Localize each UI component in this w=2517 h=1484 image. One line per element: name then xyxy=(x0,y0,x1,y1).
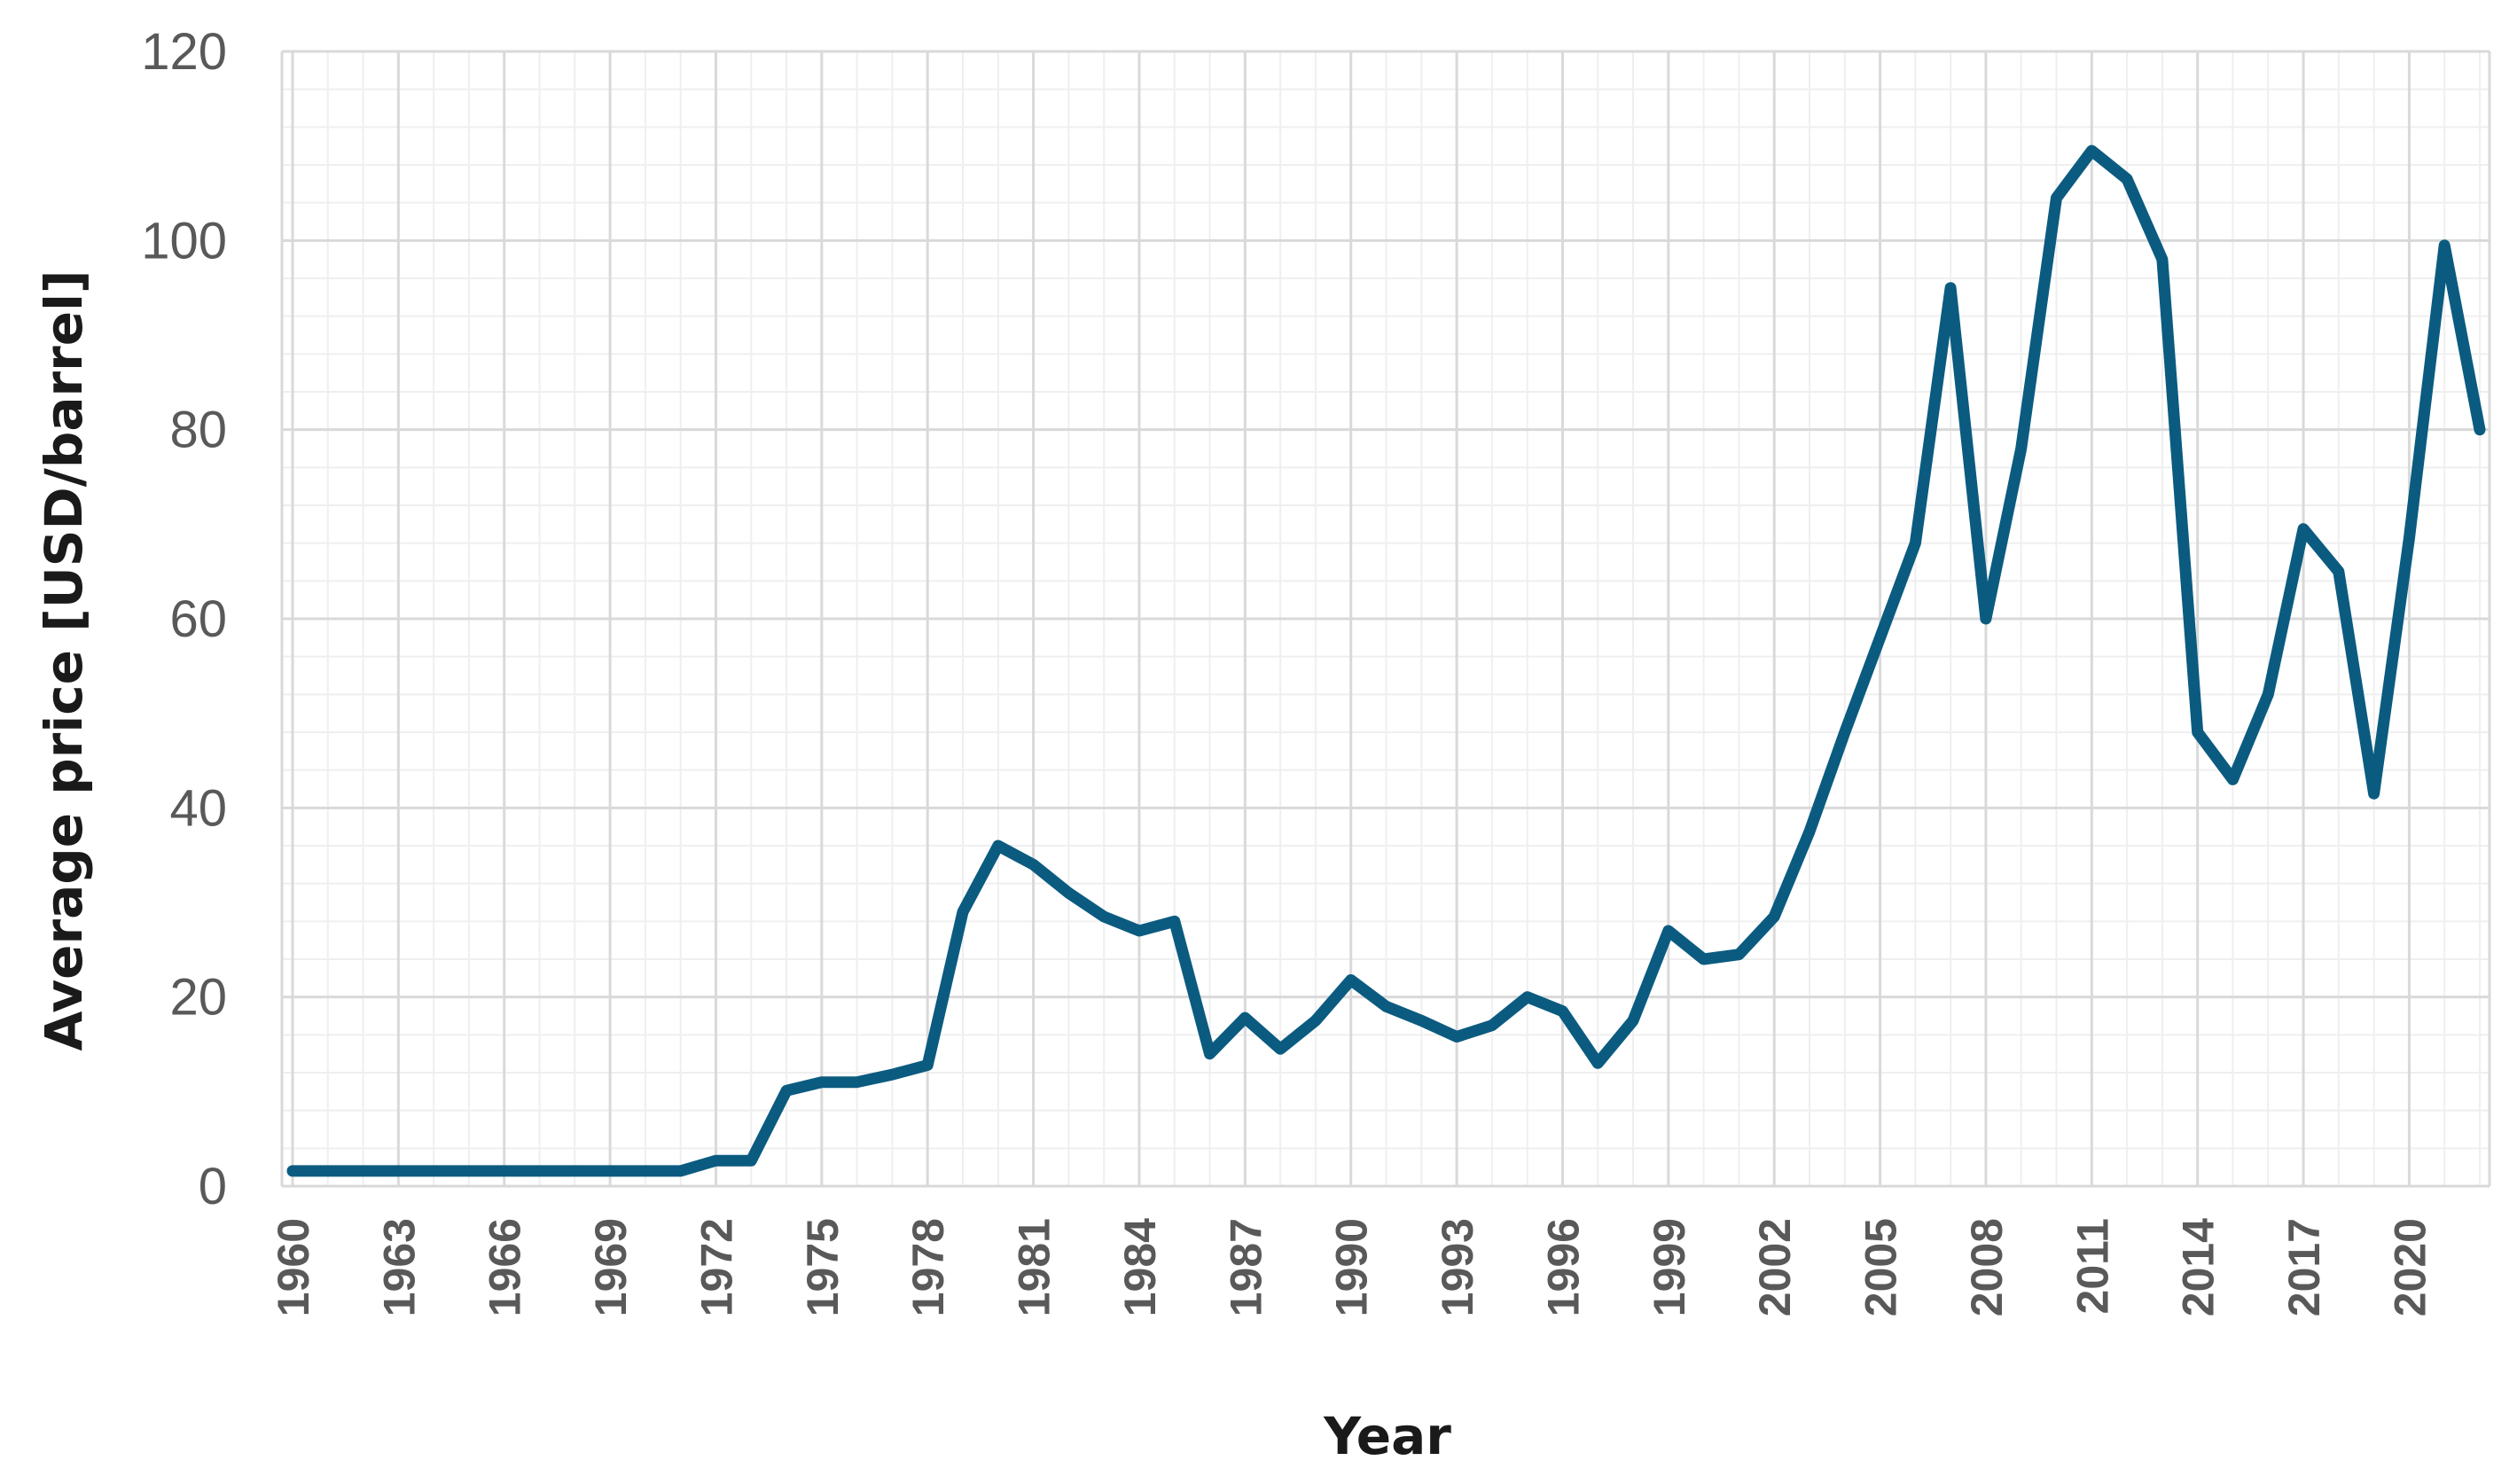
x-axis-ticks: 1960 1963 1966 1969 1972 1975 1978 1981 1984 1987… xyxy=(269,1218,2435,1316)
x-tick-label: 1963 xyxy=(374,1218,424,1316)
y-tick-label: 60 xyxy=(169,590,227,648)
x-tick-label: 1996 xyxy=(1538,1218,1588,1316)
x-tick-label: 2017 xyxy=(2279,1218,2329,1316)
x-tick-label: 1984 xyxy=(1115,1218,1165,1316)
x-tick-label: 2020 xyxy=(2385,1218,2435,1316)
x-tick-label: 1999 xyxy=(1645,1218,1694,1316)
x-tick-label: 1975 xyxy=(798,1218,848,1316)
x-tick-label: 1966 xyxy=(481,1218,530,1316)
x-tick-label: 1969 xyxy=(586,1218,636,1316)
x-tick-label: 1993 xyxy=(1433,1218,1482,1316)
y-axis-ticks: 0 20 40 60 80 100 120 xyxy=(141,23,227,1215)
grid xyxy=(280,50,2491,1188)
series-line xyxy=(286,144,2486,1177)
x-tick-label: 1987 xyxy=(1221,1218,1270,1316)
y-tick-label: 80 xyxy=(169,402,227,459)
y-tick-label: 20 xyxy=(169,969,227,1027)
y-tick-label: 40 xyxy=(169,779,227,837)
y-axis-title: Average price [USD/barrel] xyxy=(34,270,94,1051)
x-tick-label: 2014 xyxy=(2174,1218,2224,1316)
x-tick-label: 2005 xyxy=(1856,1218,1906,1316)
x-tick-label: 1990 xyxy=(1327,1218,1377,1316)
y-tick-label: 100 xyxy=(141,212,227,269)
x-tick-label: 1972 xyxy=(692,1218,741,1316)
x-tick-label: 2008 xyxy=(1962,1218,2012,1316)
x-tick-label: 1960 xyxy=(269,1218,318,1316)
x-tick-label: 2002 xyxy=(1750,1218,1800,1316)
y-tick-label: 120 xyxy=(141,23,227,81)
x-axis-title: Year xyxy=(1323,1406,1451,1466)
x-tick-label: 1978 xyxy=(903,1218,953,1316)
x-tick-label: 2011 xyxy=(2068,1218,2117,1314)
x-tick-label: 1981 xyxy=(1010,1218,1059,1316)
y-tick-label: 0 xyxy=(199,1158,227,1215)
